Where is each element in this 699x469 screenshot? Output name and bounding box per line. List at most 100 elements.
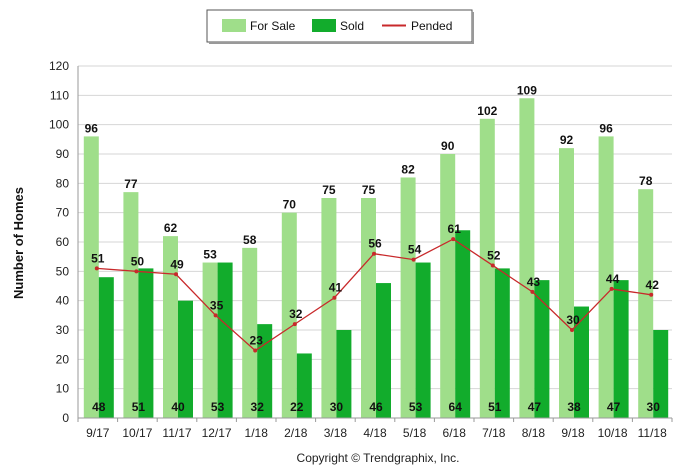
x-tick-label: 1/18	[245, 426, 269, 440]
legend-label-sold: Sold	[340, 19, 364, 33]
data-label-for-sale: 96	[85, 121, 99, 135]
bar-sold	[455, 230, 471, 418]
labels-layer: 96 48 77 51 62 40 53 53 58 32 70 22 75 30 75 46 82 53 90 64…	[85, 83, 661, 414]
point-pended	[253, 348, 258, 353]
data-label-sold: 22	[290, 400, 304, 414]
data-label-pended: 30	[566, 313, 580, 327]
data-label-pended: 43	[527, 275, 541, 289]
data-label-for-sale: 102	[477, 104, 497, 118]
data-label-sold: 47	[528, 400, 542, 414]
data-label-sold: 53	[409, 400, 423, 414]
x-tick-label: 5/18	[403, 426, 427, 440]
data-label-for-sale: 92	[560, 133, 574, 147]
data-label-pended: 52	[487, 248, 501, 262]
x-tick-label: 9/17	[86, 426, 110, 440]
data-label-pended: 23	[250, 334, 264, 348]
bar-sold	[296, 353, 312, 418]
x-tick-label: 7/18	[482, 426, 506, 440]
legend-box	[206, 9, 473, 43]
bar-sold	[138, 268, 154, 418]
x-tick-label: 10/17	[122, 426, 152, 440]
point-pended	[609, 286, 614, 291]
bar-for-sale	[598, 136, 614, 418]
data-label-sold: 51	[132, 400, 146, 414]
legend-shadow-right	[472, 12, 474, 44]
data-label-sold: 38	[567, 400, 581, 414]
x-tick-label: 6/18	[443, 426, 467, 440]
x-tick-label: 11/18	[638, 426, 667, 440]
point-pended	[451, 237, 456, 242]
data-label-pended: 42	[646, 278, 660, 292]
legend-shadow-bottom	[209, 42, 474, 44]
bar-for-sale	[361, 198, 376, 418]
data-label-pended: 61	[448, 222, 462, 236]
legend-swatch-for-sale	[222, 19, 246, 32]
point-pended	[530, 289, 535, 294]
y-tick-label: 40	[56, 294, 70, 308]
data-label-pended: 49	[170, 257, 184, 271]
x-tick-label: 3/18	[324, 426, 348, 440]
bar-sold	[257, 324, 273, 418]
data-label-sold: 51	[488, 400, 502, 414]
bar-for-sale	[559, 148, 574, 418]
legend-label-pended: Pended	[411, 19, 452, 33]
bar-sold	[336, 330, 352, 418]
bar-for-sale	[163, 236, 178, 418]
y-axis-title: Number of Homes	[11, 187, 26, 299]
data-label-sold: 47	[607, 400, 621, 414]
data-label-sold: 46	[369, 400, 383, 414]
x-tick-label: 2/18	[284, 426, 308, 440]
bar-sold	[217, 262, 233, 418]
data-label-for-sale: 96	[599, 121, 613, 135]
y-tick-label: 20	[56, 352, 70, 366]
copyright-text: Copyright © Trendgraphix, Inc.	[297, 451, 460, 465]
bar-sold	[415, 262, 431, 418]
y-tick-label: 110	[50, 88, 69, 102]
data-label-pended: 54	[408, 243, 422, 257]
bar-sold	[494, 268, 510, 418]
data-label-sold: 40	[171, 400, 185, 414]
bar-for-sale	[202, 262, 218, 418]
bar-sold	[98, 277, 114, 418]
data-label-pended: 56	[368, 237, 382, 251]
bar-for-sale	[638, 189, 654, 418]
data-label-for-sale: 90	[441, 139, 455, 153]
bar-for-sale	[321, 198, 337, 418]
bar-for-sale	[479, 118, 495, 419]
x-tick-label: 12/17	[202, 426, 232, 440]
data-label-sold: 30	[647, 400, 661, 414]
legend-swatch-sold	[312, 19, 336, 32]
data-label-for-sale: 82	[401, 162, 415, 176]
bar-for-sale	[242, 247, 258, 418]
data-label-for-sale: 77	[124, 177, 138, 191]
y-tick-label: 60	[56, 235, 70, 249]
data-label-pended: 32	[289, 307, 303, 321]
data-label-sold: 48	[92, 400, 106, 414]
data-label-for-sale: 78	[639, 174, 653, 188]
data-label-sold: 53	[211, 400, 225, 414]
data-label-for-sale: 58	[243, 233, 257, 247]
bar-sold	[613, 280, 629, 418]
point-pended	[292, 322, 297, 327]
data-label-pended: 44	[606, 272, 620, 286]
data-label-for-sale: 53	[203, 248, 217, 262]
y-tick-label: 80	[56, 176, 70, 190]
point-pended	[649, 292, 654, 297]
legend-label-for-sale: For Sale	[250, 19, 296, 33]
x-tick-label: 10/18	[598, 426, 628, 440]
bar-sold	[178, 300, 193, 418]
y-tick-label: 70	[56, 206, 70, 220]
point-pended	[94, 266, 99, 271]
bar-for-sale	[123, 192, 139, 418]
bar-for-sale	[281, 212, 297, 418]
bar-sold	[653, 330, 669, 418]
data-label-sold: 32	[251, 400, 265, 414]
y-tick-label: 30	[56, 323, 70, 337]
y-tick-label: 10	[56, 382, 70, 396]
bars-layer	[83, 98, 669, 419]
bar-sold	[534, 280, 550, 418]
data-label-pended: 50	[131, 254, 145, 268]
x-tick-label: 8/18	[522, 426, 546, 440]
data-label-for-sale: 75	[362, 183, 376, 197]
